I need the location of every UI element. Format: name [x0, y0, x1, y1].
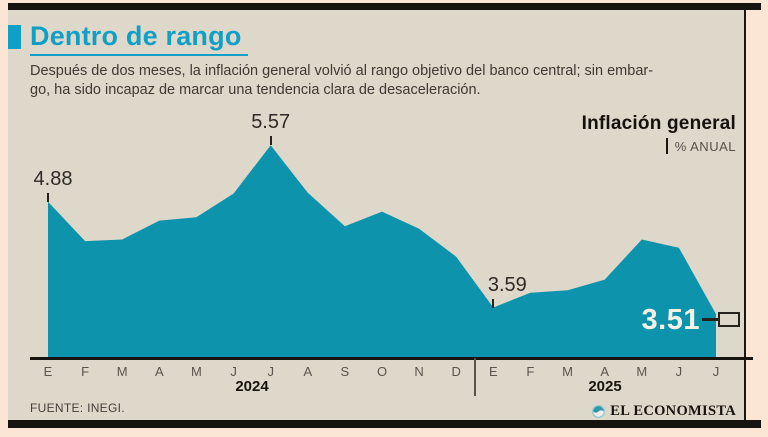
x-tick-label: S [340, 364, 350, 379]
brand-name: EL ECONOMISTA [610, 403, 736, 419]
x-tick-label: M [190, 364, 202, 379]
legend-unit-row: % ANUAL [582, 138, 736, 154]
data-label-current-value: 3.51 [641, 304, 700, 337]
subtitle-line-2: go, ha sido incapaz de marcar una tenden… [30, 82, 481, 98]
data-label-jan-2025: 3.59 [487, 273, 527, 296]
x-tick-label: M [116, 364, 128, 379]
x-tick-label: J [267, 364, 274, 379]
x-tick-label: A [154, 364, 164, 379]
chart-legend: Inflación general % ANUAL [582, 113, 736, 154]
x-tick-label: E [43, 364, 53, 379]
annotation-tick [269, 136, 272, 146]
annotation-tick [47, 192, 49, 202]
year-separator-line [474, 358, 476, 396]
subtitle: Después de dos meses, la inflación gener… [30, 62, 653, 100]
value-connector-line [702, 318, 719, 321]
x-axis-line [30, 357, 753, 360]
year-label-2024: 2024 [235, 378, 269, 395]
title-row: Dentro de rango [8, 22, 248, 57]
x-tick-label: F [81, 364, 90, 379]
source-note: FUENTE: INEGI. [30, 401, 125, 415]
data-label-jan-2024: 4.88 [33, 167, 73, 190]
subtitle-line-1: Después de dos meses, la inflación gener… [30, 63, 654, 79]
x-tick-label: O [376, 364, 388, 379]
legend-unit-bar-icon [665, 138, 668, 154]
x-tick-label: J [675, 364, 683, 379]
x-tick-label: E [488, 364, 498, 379]
current-value-marker-box [718, 312, 740, 328]
el-economista-logo-icon [592, 405, 606, 418]
legend-series-label: Inflación general [581, 113, 736, 134]
inflation-area-series [48, 145, 716, 360]
x-tick-label: J [230, 364, 237, 379]
legend-unit-label: % ANUAL [674, 138, 736, 154]
x-tick-label: A [303, 364, 313, 379]
infographic-card: Dentro de rango Después de dos meses, la… [8, 3, 761, 428]
x-tick-label: M [562, 364, 574, 379]
title-bullet-icon [8, 25, 21, 49]
year-label-2025: 2025 [588, 378, 622, 395]
data-label-jul-2024: 5.57 [251, 111, 291, 134]
page-title: Dentro de rango [30, 22, 248, 57]
x-tick-label: A [600, 364, 610, 379]
brand-row: EL ECONOMISTA [592, 403, 736, 420]
x-tick-label: J [712, 364, 720, 379]
area-chart [48, 145, 716, 360]
x-tick-label: D [451, 364, 461, 379]
top-black-bar [8, 3, 761, 10]
x-tick-label: M [636, 364, 648, 379]
annotation-tick [492, 298, 495, 308]
bottom-black-bar [8, 420, 761, 428]
x-tick-label: N [414, 364, 424, 379]
x-tick-label: F [526, 364, 535, 379]
